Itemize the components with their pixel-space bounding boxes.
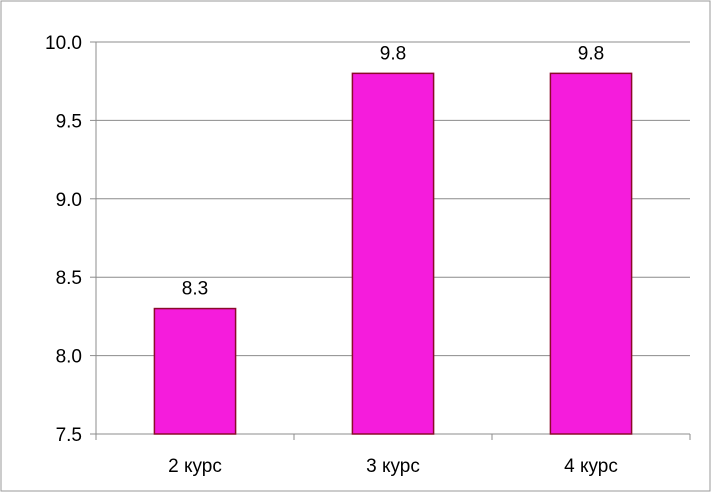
y-tick-label-1: 8.0 [56, 347, 82, 368]
data-label-3: 9.8 [578, 43, 604, 64]
bar-3 [549, 72, 633, 435]
bar-2 [351, 72, 435, 435]
data-label-1: 8.3 [182, 279, 208, 300]
y-tick-label-5: 10.0 [45, 33, 82, 54]
y-tick-label-3: 9.0 [56, 190, 82, 211]
category-label-1: 2 курс [168, 456, 222, 477]
y-tick-label-4: 9.5 [56, 111, 82, 132]
bars [153, 72, 633, 435]
data-label-2: 9.8 [380, 43, 406, 64]
labels: 7.5 8.0 8.5 9.0 9.5 10.0 8.3 2 курс 9.8 3 курс 9.8… [45, 33, 618, 477]
bar-1 [153, 307, 237, 435]
category-label-3: 4 курс [564, 456, 618, 477]
y-tick-label-2: 8.5 [56, 268, 82, 289]
y-tick-label-0: 7.5 [56, 425, 82, 446]
category-label-2: 3 курс [366, 456, 420, 477]
